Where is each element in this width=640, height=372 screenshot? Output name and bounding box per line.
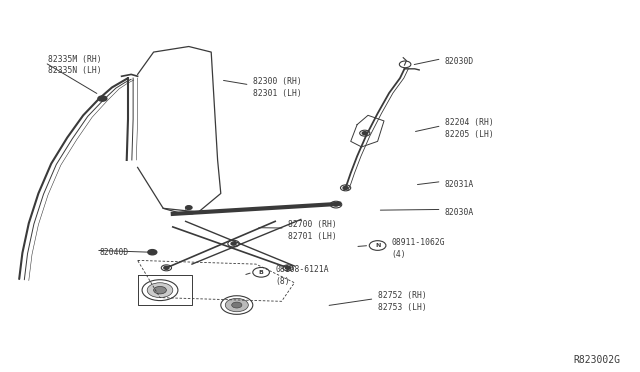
- Circle shape: [232, 302, 242, 308]
- Text: 82030D: 82030D: [445, 57, 474, 66]
- Text: 82300 (RH)
82301 (LH): 82300 (RH) 82301 (LH): [253, 77, 301, 98]
- Text: 82752 (RH)
82753 (LH): 82752 (RH) 82753 (LH): [378, 291, 426, 312]
- Circle shape: [148, 250, 157, 255]
- Circle shape: [225, 298, 248, 312]
- Circle shape: [283, 265, 293, 271]
- Circle shape: [142, 280, 178, 301]
- Circle shape: [362, 132, 367, 135]
- Text: N: N: [375, 243, 380, 248]
- Circle shape: [231, 242, 236, 245]
- Text: 08168-6121A
(8): 08168-6121A (8): [275, 265, 329, 286]
- Text: B: B: [259, 270, 264, 275]
- Text: 82700 (RH)
82701 (LH): 82700 (RH) 82701 (LH): [288, 220, 337, 241]
- Circle shape: [147, 283, 173, 298]
- Circle shape: [330, 201, 342, 208]
- Text: 82030A: 82030A: [445, 208, 474, 217]
- Circle shape: [285, 266, 291, 269]
- Circle shape: [343, 186, 348, 189]
- Circle shape: [186, 206, 192, 209]
- Circle shape: [154, 286, 166, 294]
- Circle shape: [98, 96, 107, 101]
- Circle shape: [369, 241, 386, 250]
- Circle shape: [161, 265, 172, 271]
- Text: 82204 (RH)
82205 (LH): 82204 (RH) 82205 (LH): [445, 118, 493, 139]
- Circle shape: [253, 267, 269, 277]
- Text: 82335M (RH)
82335N (LH): 82335M (RH) 82335N (LH): [48, 55, 102, 76]
- Text: 82031A: 82031A: [445, 180, 474, 189]
- Circle shape: [228, 240, 239, 247]
- Circle shape: [340, 185, 351, 191]
- Circle shape: [399, 61, 411, 68]
- Text: 82040D: 82040D: [99, 248, 129, 257]
- Text: R823002G: R823002G: [574, 355, 621, 365]
- Text: 08911-1062G
(4): 08911-1062G (4): [392, 238, 445, 259]
- Circle shape: [360, 130, 370, 136]
- Circle shape: [221, 296, 253, 314]
- Circle shape: [164, 266, 169, 269]
- Circle shape: [333, 203, 339, 206]
